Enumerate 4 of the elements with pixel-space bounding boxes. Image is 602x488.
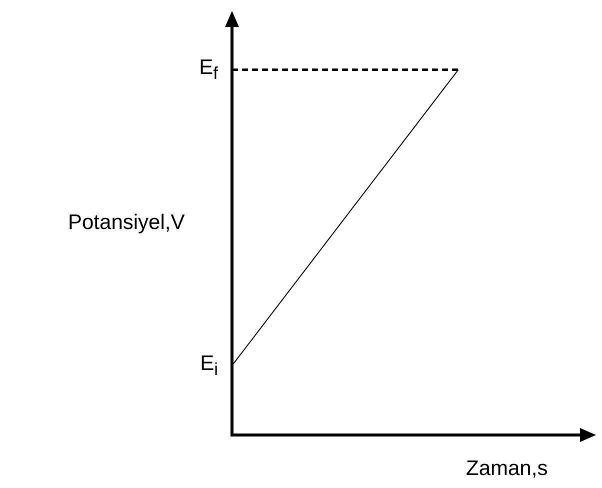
x-axis-title: Zaman,s	[466, 457, 548, 481]
ref-line-label: E$_{f}$	[199, 56, 218, 84]
text: E$_{i}$	[200, 352, 218, 380]
y-axis-title: Potansiyel,V	[68, 211, 185, 235]
